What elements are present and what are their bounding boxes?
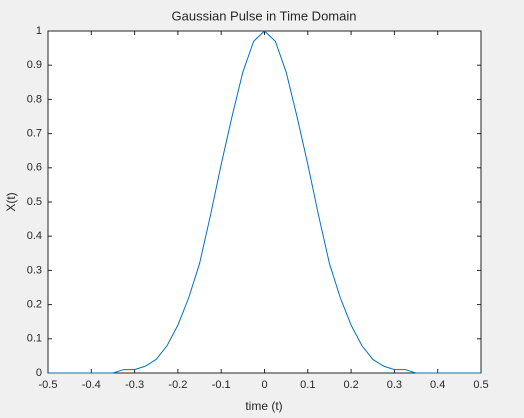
chart-title: Gaussian Pulse in Time Domain bbox=[172, 8, 357, 23]
y-tick-label: 0.2 bbox=[27, 299, 42, 311]
y-axis-label: X(t) bbox=[4, 192, 18, 211]
x-tick-label: 0.2 bbox=[343, 379, 358, 391]
y-tick-label: 0.9 bbox=[27, 59, 42, 71]
y-tick-label: 0.3 bbox=[27, 264, 42, 276]
y-tick-label: 0.8 bbox=[27, 93, 42, 105]
x-tick-label: -0.3 bbox=[125, 379, 144, 391]
y-tick-label: 0.1 bbox=[27, 333, 42, 345]
y-tick-label: 0.4 bbox=[27, 230, 42, 242]
x-tick-label: 0.5 bbox=[473, 379, 488, 391]
x-tick-label: -0.4 bbox=[82, 379, 101, 391]
x-tick-label: -0.1 bbox=[212, 379, 231, 391]
line-series bbox=[48, 30, 481, 374]
x-axis-label: time (t) bbox=[245, 399, 282, 413]
x-tick-label: 0.3 bbox=[387, 379, 402, 391]
x-tick-label: 0 bbox=[261, 379, 267, 391]
x-tick-label: -0.5 bbox=[39, 379, 58, 391]
x-tick-label: -0.2 bbox=[168, 379, 187, 391]
y-tick-label: 0.7 bbox=[27, 128, 42, 140]
y-tick-label: 0.5 bbox=[27, 196, 42, 208]
x-tick-label: 0.1 bbox=[300, 379, 315, 391]
plot-area bbox=[47, 30, 482, 374]
y-tick-label: 0.6 bbox=[27, 162, 42, 174]
x-tick-label: 0.4 bbox=[430, 379, 445, 391]
y-tick-label: 0 bbox=[36, 367, 42, 379]
y-tick-label: 1 bbox=[36, 25, 42, 37]
